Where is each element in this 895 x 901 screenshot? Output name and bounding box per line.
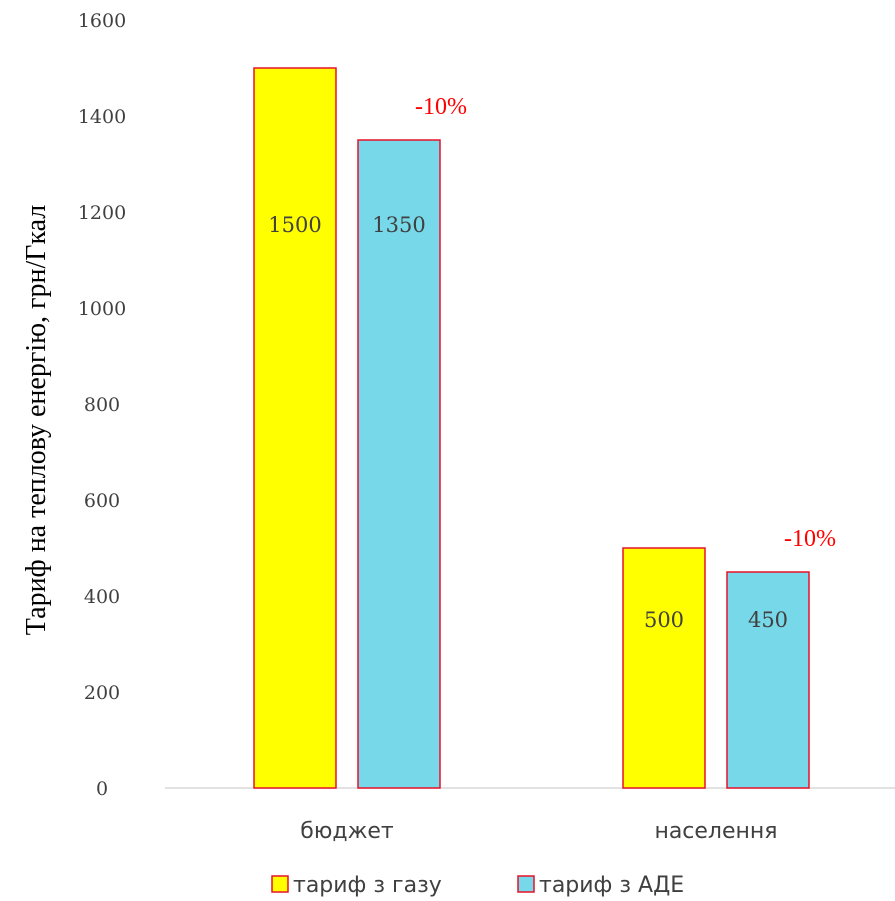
value-label: 1500	[268, 213, 321, 237]
y-tick-label: 800	[84, 394, 120, 416]
value-labels-group: 1500 1350 500 450	[268, 213, 788, 632]
y-tick-label: 1400	[78, 106, 126, 128]
y-axis-title-group: Тариф на теплову енергію, грн/Гкал	[21, 205, 52, 636]
y-tick-label: 1200	[78, 202, 126, 224]
y-tick-label: 1000	[78, 298, 126, 320]
bar-gas-tariff-1	[622, 547, 706, 789]
value-label: 1350	[372, 213, 425, 237]
value-label: 500	[644, 608, 684, 632]
bar-ade-tariff-1	[726, 571, 810, 789]
y-axis-title: Тариф на теплову енергію, грн/Гкал	[21, 205, 52, 636]
y-tick-label: 200	[84, 682, 120, 704]
legend-label: тариф з газу	[293, 873, 442, 898]
legend-swatch	[517, 875, 535, 893]
bar-ade-tariff-0	[357, 139, 441, 789]
y-tick-label: 1600	[78, 10, 126, 32]
legend-label: тариф з АДЕ	[539, 873, 684, 898]
value-label: 450	[748, 608, 788, 632]
y-tick-label: 400	[84, 586, 120, 608]
annotations-group: -10% -10%	[415, 94, 836, 552]
x-category-label: бюджет	[300, 819, 394, 844]
y-axis-ticks: 0 200 400 600 800 1000 1200 1400 1600	[78, 10, 126, 800]
legend-swatch	[271, 875, 289, 893]
y-tick-label: 600	[84, 490, 120, 512]
legend: тариф з газу тариф з АДЕ	[271, 873, 684, 898]
y-tick-label: 0	[96, 778, 108, 800]
bars-group	[253, 67, 810, 789]
percent-change-annotation: -10%	[784, 526, 836, 552]
x-category-label: населення	[654, 819, 777, 844]
percent-change-annotation: -10%	[415, 94, 467, 120]
category-labels-group: бюджет населення	[300, 819, 777, 844]
bar-gas-tariff-0	[253, 67, 337, 789]
